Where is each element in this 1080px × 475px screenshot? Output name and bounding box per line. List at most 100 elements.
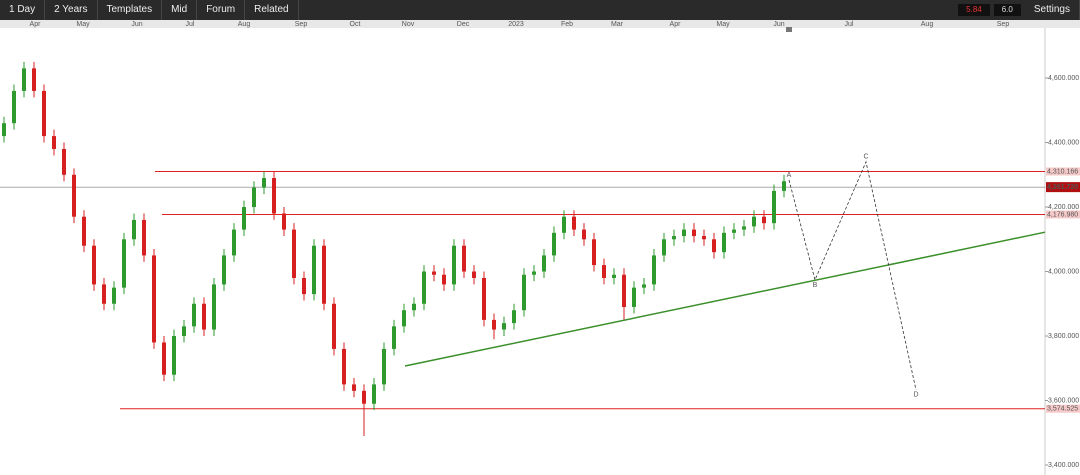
candle-body bbox=[782, 181, 786, 191]
button[interactable]: Mid bbox=[162, 0, 198, 20]
candle-body bbox=[402, 310, 406, 327]
level-label: 4,176.980 bbox=[1047, 211, 1078, 218]
candle-body bbox=[412, 303, 416, 311]
candle-body bbox=[352, 384, 356, 391]
settings-button[interactable]: Settings bbox=[1025, 0, 1080, 20]
candle-body bbox=[82, 216, 86, 246]
level-tag bbox=[1046, 167, 1080, 176]
time-axis bbox=[0, 20, 1080, 28]
candle-body bbox=[332, 303, 336, 349]
button[interactable]: Forum bbox=[197, 0, 246, 20]
wave-label: D bbox=[913, 392, 918, 399]
wave-label: B bbox=[813, 282, 818, 289]
marker-icon bbox=[786, 27, 792, 32]
button[interactable]: 1 Day bbox=[0, 0, 46, 20]
x-tick-label: Aug bbox=[921, 21, 934, 28]
candle-body bbox=[772, 190, 776, 224]
candle-body bbox=[632, 287, 636, 307]
chart: Apr May Jun Jul Aug Sep Oct Nov Dec 2023 Feb Mar Apr… bbox=[0, 20, 1080, 475]
y-tick-label: 3,600.000 bbox=[1048, 397, 1079, 404]
candle-body bbox=[692, 229, 696, 237]
candle-body bbox=[282, 213, 286, 230]
y-tick-label: 4,000.000 bbox=[1048, 268, 1079, 275]
candle-body bbox=[582, 229, 586, 240]
y-tick-label: 3,400.000 bbox=[1048, 462, 1079, 469]
candle-body bbox=[72, 174, 76, 217]
candle-body bbox=[462, 245, 466, 272]
candle-body bbox=[592, 239, 596, 266]
candle-body bbox=[702, 236, 706, 240]
candle-body bbox=[102, 284, 106, 304]
candle-body bbox=[432, 271, 436, 275]
x-tick-label: Sep bbox=[997, 21, 1010, 28]
button[interactable]: Related bbox=[245, 0, 299, 20]
x-tick-label: Jul bbox=[845, 21, 854, 28]
candle-body bbox=[532, 271, 536, 275]
price-label: 4,261.720 bbox=[1047, 184, 1078, 191]
y-tick-label: 4,400.000 bbox=[1048, 139, 1079, 146]
level-label: 3,574.525 bbox=[1047, 406, 1078, 413]
candle-body bbox=[232, 229, 236, 256]
candle-body bbox=[312, 245, 316, 295]
candle-body bbox=[442, 274, 446, 285]
level-label: 4,310.166 bbox=[1047, 168, 1078, 175]
readout: 6.0 bbox=[993, 4, 1021, 16]
candle-body bbox=[192, 303, 196, 327]
candle-body bbox=[522, 274, 526, 311]
candle-body bbox=[322, 245, 326, 304]
candle-body bbox=[182, 326, 186, 337]
candle-body bbox=[492, 319, 496, 330]
y-tick-label: 3,800.000 bbox=[1048, 333, 1079, 340]
candle-body bbox=[12, 90, 16, 124]
x-tick-label: 2023 bbox=[508, 21, 524, 28]
x-tick-label: May bbox=[76, 21, 90, 28]
candle-body bbox=[572, 216, 576, 230]
candle-body bbox=[62, 148, 66, 175]
x-tick-label: Apr bbox=[30, 21, 42, 28]
toolbar: 1 Day 2 Years Templates Mid Forum Relate… bbox=[0, 0, 1080, 20]
right-tools: 5.84 6.0 Settings bbox=[958, 0, 1080, 20]
candle-body bbox=[212, 284, 216, 330]
button[interactable]: Templates bbox=[98, 0, 163, 20]
x-tick-label: May bbox=[716, 21, 730, 28]
candle-body bbox=[52, 136, 56, 149]
candle-body bbox=[42, 90, 46, 137]
candle-body bbox=[662, 239, 666, 256]
candle-body bbox=[162, 342, 166, 375]
candle-body bbox=[262, 178, 266, 188]
x-tick-label: Nov bbox=[402, 21, 415, 28]
x-tick-label: Feb bbox=[561, 21, 573, 28]
candle-body bbox=[202, 303, 206, 330]
candle-body bbox=[642, 284, 646, 288]
candle-body bbox=[122, 239, 126, 288]
x-tick-label: Jun bbox=[773, 21, 784, 28]
candle-body bbox=[2, 123, 6, 137]
level-tag bbox=[1046, 404, 1080, 413]
candle-body bbox=[672, 236, 676, 240]
candle-body bbox=[762, 216, 766, 224]
candle-body bbox=[752, 216, 756, 227]
candle-body bbox=[722, 232, 726, 253]
candle-body bbox=[132, 219, 136, 240]
level-tag bbox=[1046, 210, 1080, 219]
candle-body bbox=[452, 245, 456, 285]
x-tick-label: Sep bbox=[295, 21, 308, 28]
candle-body bbox=[612, 274, 616, 278]
candle-body bbox=[652, 255, 656, 285]
candle-body bbox=[302, 277, 306, 295]
readout: 5.84 bbox=[958, 4, 990, 16]
trendline bbox=[404, 231, 1046, 367]
candle-body bbox=[222, 255, 226, 285]
button[interactable]: 2 Years bbox=[45, 0, 98, 20]
candle-body bbox=[382, 348, 386, 385]
candle-body bbox=[392, 326, 396, 349]
wave-label: C bbox=[863, 154, 868, 161]
y-tick-label: 4,600.000 bbox=[1048, 75, 1079, 82]
candle-body bbox=[742, 226, 746, 230]
candle-body bbox=[562, 216, 566, 233]
candle-body bbox=[362, 390, 366, 404]
candle-body bbox=[342, 348, 346, 385]
x-tick-label: Jun bbox=[131, 21, 142, 28]
candle-body bbox=[512, 310, 516, 324]
candle-body bbox=[172, 336, 176, 375]
